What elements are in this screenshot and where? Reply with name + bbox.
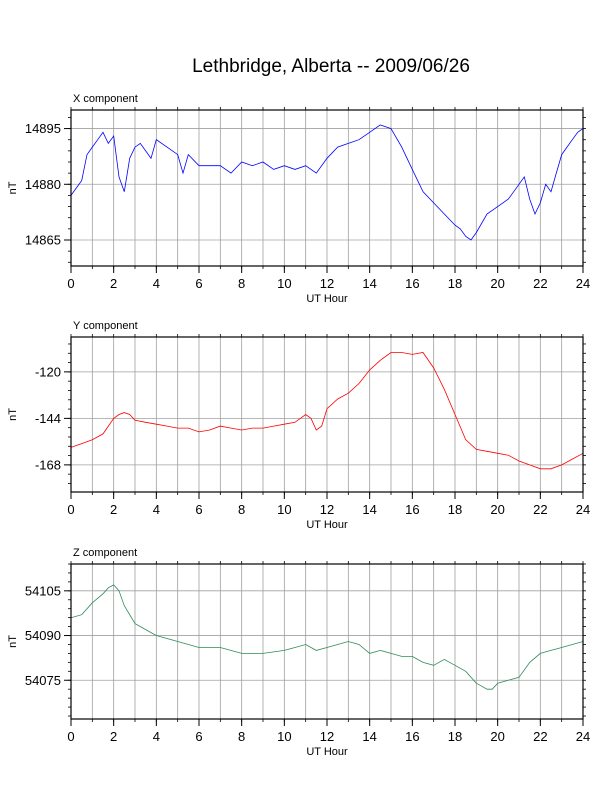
x-tick-label: 2 — [110, 729, 117, 744]
panel-title: Y component — [73, 320, 138, 332]
x-tick-label: 20 — [490, 729, 504, 744]
x-tick-label: 6 — [195, 276, 202, 291]
x-tick-label: 12 — [320, 729, 334, 744]
panel-title: Z component — [73, 547, 137, 559]
x-tick-label: 8 — [238, 729, 245, 744]
x-axis-label: UT Hour — [306, 519, 348, 531]
x-tick-label: 24 — [576, 276, 590, 291]
x-tick-label: 20 — [490, 502, 504, 517]
x-tick-label: 24 — [576, 729, 590, 744]
data-series-line — [70, 352, 584, 470]
x-tick-label: 4 — [153, 502, 160, 517]
page-title: Lethbridge, Alberta -- 2009/06/26 — [192, 56, 470, 77]
x-tick-label: 0 — [67, 276, 74, 291]
x-tick-label: 12 — [320, 276, 334, 291]
x-tick-label: 16 — [405, 276, 419, 291]
x-tick-label: 10 — [277, 729, 291, 744]
x-tick-label: 22 — [533, 729, 547, 744]
x-tick-label: 16 — [405, 502, 419, 517]
x-tick-label: 2 — [110, 276, 117, 291]
x-tick-label: 0 — [67, 729, 74, 744]
x-tick-label: 0 — [67, 502, 74, 517]
x-tick-label: 2 — [110, 502, 117, 517]
x-tick-label: 14 — [362, 502, 376, 517]
x-tick-label: 18 — [448, 729, 462, 744]
x-tick-label: 6 — [195, 729, 202, 744]
y-tick-label: 54090 — [25, 628, 61, 643]
x-tick-label: 10 — [277, 276, 291, 291]
panel-title: X component — [73, 93, 138, 105]
y-tick-label: 54105 — [25, 583, 61, 598]
x-tick-label: 18 — [448, 502, 462, 517]
y-axis-label: nT — [7, 635, 19, 648]
x-tick-label: 6 — [195, 502, 202, 517]
x-tick-label: 10 — [277, 502, 291, 517]
x-tick-label: 12 — [320, 502, 334, 517]
x-tick-label: 8 — [238, 502, 245, 517]
x-tick-label: 8 — [238, 276, 245, 291]
x-tick-label: 18 — [448, 276, 462, 291]
x-tick-label: 24 — [576, 502, 590, 517]
x-axis-label: UT Hour — [306, 746, 348, 758]
y-tick-label: -144 — [35, 411, 61, 426]
y-tick-label: 14880 — [25, 177, 61, 192]
data-series-line — [70, 124, 584, 241]
x-axis-label: UT Hour — [306, 293, 348, 305]
y-tick-label: 54075 — [25, 673, 61, 688]
x-tick-label: 4 — [153, 729, 160, 744]
y-tick-label: -120 — [35, 364, 61, 379]
y-axis-label: nT — [7, 408, 19, 421]
x-tick-label: 14 — [362, 729, 376, 744]
y-tick-label: 14865 — [25, 233, 61, 248]
data-series-line — [70, 584, 584, 690]
x-tick-label: 16 — [405, 729, 419, 744]
y-axis-label: nT — [7, 181, 19, 194]
y-tick-label: -168 — [35, 457, 61, 472]
x-tick-label: 4 — [153, 276, 160, 291]
x-tick-label: 22 — [533, 276, 547, 291]
x-tick-label: 14 — [362, 276, 376, 291]
x-tick-label: 22 — [533, 502, 547, 517]
y-tick-label: 14895 — [25, 121, 61, 136]
x-tick-label: 20 — [490, 276, 504, 291]
